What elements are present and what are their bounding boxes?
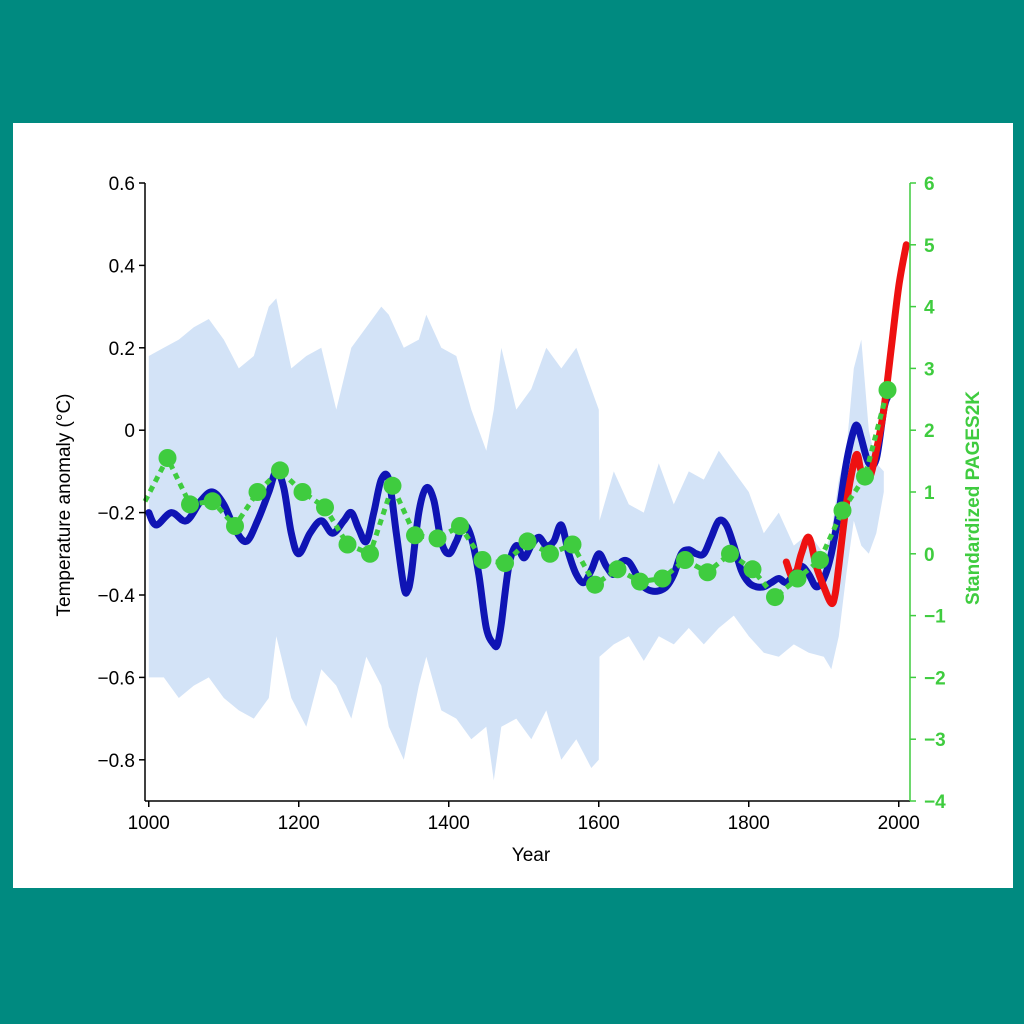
right-tick-label: 4 (924, 298, 935, 319)
pages2k-marker (158, 449, 177, 467)
pages2k-marker (181, 495, 199, 514)
right-tick-label: −1 (924, 607, 946, 628)
left-tick-label: −0.8 (97, 751, 135, 772)
pages2k-marker (338, 535, 357, 554)
right-axis-ticks: 6 5 4 3 2 1 0 −1 −2 −3 −4 (910, 174, 946, 813)
y-axis-title: Temperature anomaly (°C) (54, 393, 75, 616)
bottom-tick-label: 2000 (878, 813, 920, 834)
pages2k-marker (878, 381, 897, 399)
pages2k-marker (271, 461, 289, 480)
pages2k-marker (383, 476, 402, 495)
right-tick-label: −2 (924, 668, 946, 689)
pages2k-marker (563, 535, 582, 554)
x-axis-title: Year (512, 845, 551, 866)
left-tick-label: 0.6 (109, 174, 135, 195)
pages2k-marker (293, 483, 312, 501)
pages2k-marker (406, 526, 424, 545)
pages2k-dotted-line (142, 389, 890, 601)
pages2k-marker (316, 498, 334, 517)
right-tick-label: 5 (924, 236, 935, 257)
right-tick-label: 6 (924, 174, 935, 195)
left-axis: 0.6 0.4 0.2 0 −0.2 −0.4 −0.6 −0.8 (97, 174, 146, 801)
pages2k-marker (743, 560, 762, 579)
bottom-tick-label: 1800 (728, 813, 770, 834)
left-tick-label: −0.6 (97, 668, 135, 689)
bottom-tick-label: 1000 (128, 813, 170, 834)
pages2k-marker (541, 544, 559, 563)
right-tick-label: 3 (924, 359, 935, 380)
uncertainty-band (148, 298, 884, 781)
pages2k-marker (721, 544, 739, 563)
pages2k-marker (451, 517, 469, 535)
pages2k-marker (203, 492, 222, 511)
pages2k-marker (608, 560, 627, 579)
left-tick-label: 0.2 (109, 339, 135, 360)
bottom-axis-ticks: 1000 1200 1400 1600 1800 2000 (128, 801, 920, 834)
pages2k-marker (473, 551, 492, 569)
left-tick-label: −0.4 (97, 586, 135, 607)
chart-panel: 0.6 0.4 0.2 0 −0.2 −0.4 −0.6 −0.8 1000 1200 1400 1… (13, 123, 1013, 888)
pages2k-marker (788, 569, 807, 588)
pages2k-marker (811, 551, 829, 569)
pages2k-marker (653, 569, 672, 588)
right-tick-label: 1 (924, 483, 935, 504)
plot-area (142, 241, 910, 781)
bottom-axis: 1000 1200 1400 1600 1800 2000 (128, 800, 920, 834)
right-tick-label: 2 (924, 421, 935, 442)
y-axis-right-title: Standardized PAGES2K (963, 391, 984, 605)
left-tick-label: 0 (124, 421, 135, 442)
chart: 0.60.40.20−0.2−0.4−0.6−0.8 1000 1200 1400 1… (54, 174, 984, 866)
pages2k-marker (518, 532, 537, 551)
right-tick-label: 0 (924, 545, 935, 566)
pages2k-marker (766, 588, 784, 607)
pages2k-marker (496, 554, 514, 573)
right-tick-label: −3 (924, 730, 946, 751)
pages2k-marker (631, 572, 649, 591)
pages2k-marker (856, 467, 874, 486)
pages2k-marker (698, 563, 717, 582)
pages2k-marker (226, 517, 244, 535)
bottom-tick-label: 1400 (428, 813, 470, 834)
pages2k-marker (833, 501, 852, 520)
left-axis-ticks: 0.6 0.4 0.2 0 −0.2 −0.4 −0.6 −0.8 (97, 174, 145, 772)
right-axis: 6 5 4 3 2 1 0 −1 −2 −3 −4 (909, 174, 946, 813)
pages2k-marker (676, 551, 694, 569)
pages2k-marker (361, 544, 379, 563)
left-tick-label: −0.2 (97, 504, 135, 525)
bottom-tick-label: 1600 (578, 813, 620, 834)
bottom-tick-label: 1200 (278, 813, 320, 834)
pages2k-marker (428, 529, 447, 548)
left-tick-label: 0.4 (109, 256, 136, 277)
pages2k-marker (586, 575, 604, 594)
right-tick-label: −4 (924, 792, 946, 813)
pages2k-marker (248, 483, 267, 501)
